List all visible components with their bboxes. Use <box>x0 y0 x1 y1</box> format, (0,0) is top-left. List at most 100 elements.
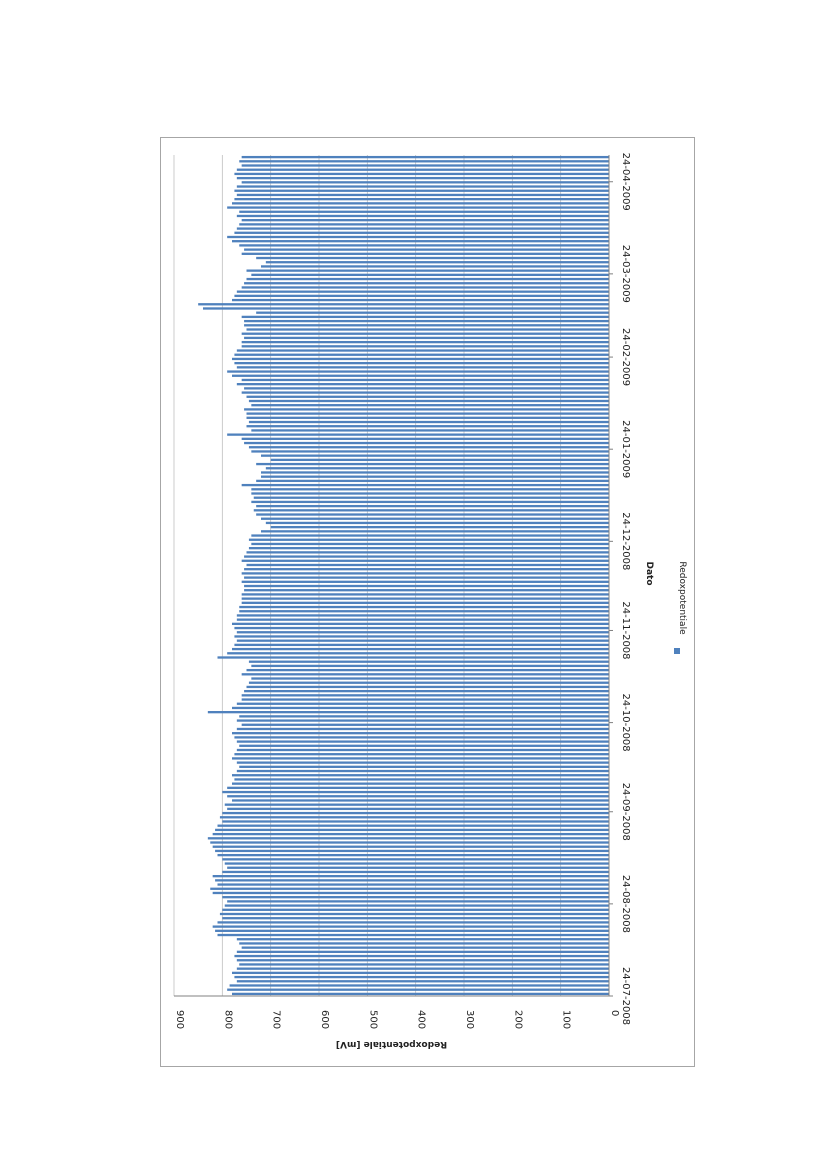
legend-swatch <box>674 648 680 654</box>
bar <box>236 967 609 970</box>
bar <box>246 277 609 281</box>
bar <box>236 631 609 634</box>
bar <box>236 290 609 293</box>
bar <box>236 702 609 705</box>
bar <box>239 610 609 613</box>
bar <box>241 164 609 167</box>
bar <box>241 437 609 440</box>
value-tick-label: 200 <box>512 1010 523 1029</box>
bar <box>232 774 609 777</box>
bar <box>244 576 609 579</box>
bar <box>232 202 609 205</box>
bar <box>224 862 609 865</box>
bar <box>219 816 609 819</box>
bar <box>241 601 609 604</box>
bar <box>232 971 609 975</box>
bar <box>215 879 610 882</box>
bar <box>222 917 610 920</box>
value-tick-label: 700 <box>271 1010 282 1029</box>
bar <box>236 185 609 188</box>
chart-frame: 0 100 200 300 400 500 600 700 800 900 24-07-2008 24… <box>160 137 695 1067</box>
bar <box>212 832 609 836</box>
bar <box>241 219 609 222</box>
value-tick-label: 400 <box>416 1010 427 1029</box>
bar <box>256 479 609 483</box>
redox-bar-chart: 0 100 200 300 400 500 600 700 800 900 24-07-2008 24… <box>173 153 687 1049</box>
bar <box>227 900 609 903</box>
value-tick-label: 100 <box>561 1010 572 1029</box>
bar <box>246 425 609 428</box>
date-tick-label: 24-09-2008 <box>620 783 631 841</box>
bar <box>207 837 610 840</box>
bar <box>212 845 609 848</box>
bar <box>236 639 609 642</box>
bar <box>232 298 609 302</box>
date-tick-label: 24-08-2008 <box>620 875 631 933</box>
bar <box>241 946 609 949</box>
bar <box>227 433 609 436</box>
bar <box>244 589 609 592</box>
bar <box>222 870 610 874</box>
bar <box>246 685 609 689</box>
bar <box>232 706 609 710</box>
bar <box>212 891 609 895</box>
bar <box>241 483 609 487</box>
bar <box>261 475 609 478</box>
bar <box>232 782 609 785</box>
bar <box>224 803 609 806</box>
bar <box>251 500 609 504</box>
bar <box>241 559 609 562</box>
bar <box>248 420 609 424</box>
date-tick-label: 24-07-2008 <box>620 967 631 1025</box>
bar <box>241 694 609 697</box>
bar <box>234 361 609 365</box>
bar <box>241 580 609 583</box>
bar <box>215 849 610 853</box>
bar-series <box>198 155 610 996</box>
value-tick-label: 500 <box>367 1010 378 1029</box>
bar <box>244 689 609 693</box>
bar <box>212 925 609 928</box>
bar <box>224 904 609 907</box>
bar <box>244 441 609 445</box>
bar <box>234 643 609 647</box>
bar <box>251 488 609 491</box>
bar <box>244 324 609 327</box>
bar <box>256 504 609 508</box>
bar <box>246 551 609 554</box>
bar <box>222 858 610 861</box>
bar <box>236 176 609 180</box>
bar <box>244 336 609 340</box>
bar <box>236 950 609 954</box>
bar <box>246 416 609 419</box>
axes <box>174 155 613 997</box>
bar <box>270 458 609 462</box>
bar <box>261 517 609 520</box>
bar <box>234 172 609 176</box>
date-tick-label: 24-01-2009 <box>620 420 631 478</box>
bar <box>244 319 609 323</box>
bar <box>241 155 609 159</box>
bar <box>241 597 609 600</box>
bar <box>232 757 609 760</box>
bar <box>241 673 609 676</box>
value-tick-label: 600 <box>319 1010 330 1029</box>
bar <box>239 244 609 247</box>
legend: Redoxpotentiale <box>674 561 687 654</box>
bar <box>232 357 609 361</box>
bar <box>261 471 609 474</box>
bar <box>227 866 609 869</box>
bar <box>241 723 609 726</box>
bar <box>217 883 609 886</box>
bar <box>215 929 610 932</box>
bar <box>232 240 609 243</box>
bar <box>246 395 609 398</box>
bar <box>241 378 609 382</box>
bar <box>241 572 609 575</box>
bar <box>256 462 609 466</box>
bar <box>239 744 609 747</box>
bar <box>241 340 609 344</box>
bar <box>217 933 609 937</box>
bar <box>239 963 609 966</box>
bar <box>246 269 609 272</box>
